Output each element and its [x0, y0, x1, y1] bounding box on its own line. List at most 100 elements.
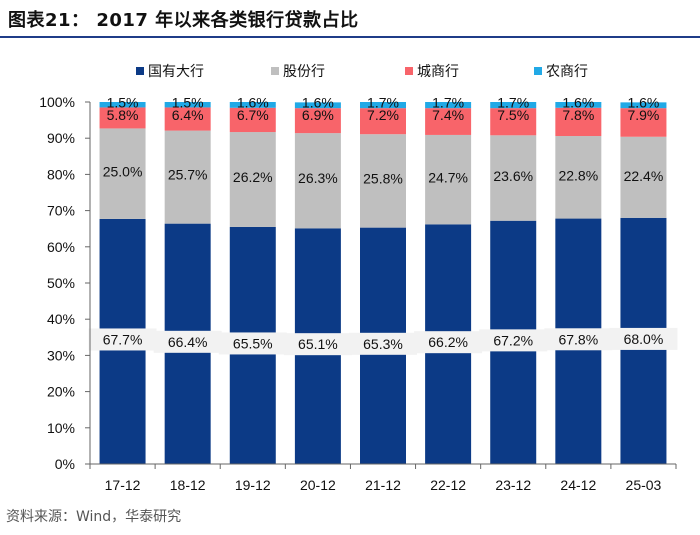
data-label: 65.5%	[233, 335, 273, 351]
data-label: 7.2%	[367, 107, 399, 123]
data-label: 7.5%	[497, 107, 529, 123]
y-tick-label: 40%	[47, 311, 75, 327]
x-tick-label: 21-12	[365, 477, 401, 493]
y-tick-label: 90%	[47, 130, 75, 146]
data-label-box	[88, 328, 157, 351]
y-tick-label: 80%	[47, 166, 75, 182]
data-label: 25.7%	[168, 167, 208, 183]
data-label: 65.3%	[363, 336, 403, 352]
data-label-box	[283, 333, 352, 356]
axes: 17-12 18-12 19-12 20-12 21-12 22-12 23-12 24-12…	[39, 94, 677, 493]
data-label-box	[349, 332, 417, 355]
data-label: 67.7%	[103, 331, 143, 347]
x-tick-label: 24-12	[560, 477, 596, 493]
legend-label: 股份行	[283, 63, 325, 79]
bar-segment	[164, 107, 211, 131]
x-tick-label: 22-12	[430, 477, 466, 493]
bar-segment	[99, 128, 146, 219]
bar-segment	[360, 108, 406, 135]
x-tick-label: 23-12	[495, 477, 531, 493]
data-label: 22.4%	[624, 168, 664, 184]
x-tick-label: 25-03	[626, 477, 662, 493]
y-tick-label: 100%	[39, 94, 75, 110]
data-label-box	[153, 330, 222, 353]
legend-label: 农商行	[546, 63, 588, 79]
data-label: 6.4%	[172, 107, 204, 123]
data-label: 6.7%	[237, 107, 269, 123]
x-tick-label: 20-12	[300, 477, 336, 493]
y-tick-label: 70%	[47, 203, 75, 219]
data-label: 7.4%	[432, 107, 464, 123]
y-tick-label: 50%	[47, 275, 75, 291]
data-label: 7.9%	[627, 107, 659, 123]
bar-segment	[620, 102, 667, 109]
bar-segment	[490, 135, 537, 221]
data-label-box	[218, 332, 287, 355]
data-label: 25.0%	[103, 163, 143, 179]
data-label: 1.7%	[497, 95, 529, 111]
data-label: 1.7%	[432, 95, 464, 111]
legend-swatch	[405, 67, 413, 75]
data-label: 67.2%	[493, 332, 533, 348]
data-label: 1.6%	[302, 95, 334, 111]
stacked-bar-chart: 国有大行 股份行 城商行 农商行 67.7%25.0%5.8%1.5%66.4%25.…	[39, 63, 678, 493]
y-tick-label: 10%	[47, 420, 75, 436]
data-label-box	[544, 328, 613, 351]
y-tick-label: 0%	[55, 456, 75, 472]
title-divider	[0, 36, 700, 38]
data-label: 1.7%	[367, 95, 399, 111]
data-label: 25.8%	[363, 170, 403, 186]
bar-segment	[229, 102, 276, 108]
source-note: 资料来源：Wind，华泰研究	[6, 509, 182, 525]
legend-label: 城商行	[417, 63, 459, 79]
bar-segment	[360, 102, 406, 109]
bar-segment	[99, 107, 146, 129]
bar-segment	[164, 102, 211, 108]
bar-segment	[490, 102, 537, 109]
x-tick-label: 18-12	[170, 477, 206, 493]
data-label: 67.8%	[558, 331, 598, 347]
bar-segment	[490, 108, 537, 136]
bar-segment	[620, 136, 667, 218]
legend-swatch	[136, 67, 144, 75]
data-label: 65.1%	[298, 336, 338, 352]
bar-segment	[425, 134, 472, 225]
bar-segment	[164, 130, 211, 224]
bar-area	[99, 102, 667, 464]
data-label: 1.6%	[627, 95, 659, 111]
data-label: 66.2%	[428, 334, 468, 350]
x-tick-label: 19-12	[235, 477, 271, 493]
y-tick-label: 30%	[47, 347, 75, 363]
data-label: 22.8%	[558, 168, 598, 184]
data-label: 1.6%	[237, 95, 269, 111]
bar-segment	[555, 107, 602, 137]
data-label: 1.5%	[107, 95, 139, 111]
x-tick-label: 17-12	[105, 477, 141, 493]
data-label-box	[479, 329, 548, 352]
data-label: 26.3%	[298, 170, 338, 186]
bar-segment	[425, 102, 472, 109]
data-label: 7.8%	[562, 107, 594, 123]
bar-segment	[425, 108, 472, 135]
bar-segment	[294, 108, 341, 134]
bar-segment	[229, 107, 276, 133]
bar-segment	[99, 102, 146, 108]
data-label: 1.6%	[562, 95, 594, 111]
data-label: 68.0%	[624, 331, 664, 347]
legend-swatch	[271, 67, 279, 75]
chart-legend: 国有大行 股份行 城商行 农商行	[136, 63, 588, 79]
bar-segment	[620, 108, 667, 137]
data-label: 24.7%	[428, 169, 468, 185]
y-tick-label: 60%	[47, 239, 75, 255]
legend-label: 国有大行	[148, 63, 204, 79]
data-label: 66.4%	[168, 334, 208, 350]
chart-title: 图表21： 2017 年以来各类银行贷款占比	[8, 10, 359, 31]
bar-segment	[360, 134, 406, 228]
bar-segment	[555, 136, 602, 219]
bar-segment	[555, 102, 602, 108]
data-label-box	[609, 327, 678, 350]
y-tick-label: 20%	[47, 384, 75, 400]
data-labels: 67.7%25.0%5.8%1.5%66.4%25.7%6.4%1.5%65.5…	[88, 95, 678, 356]
data-label: 6.9%	[302, 107, 334, 123]
legend-swatch	[534, 67, 542, 75]
